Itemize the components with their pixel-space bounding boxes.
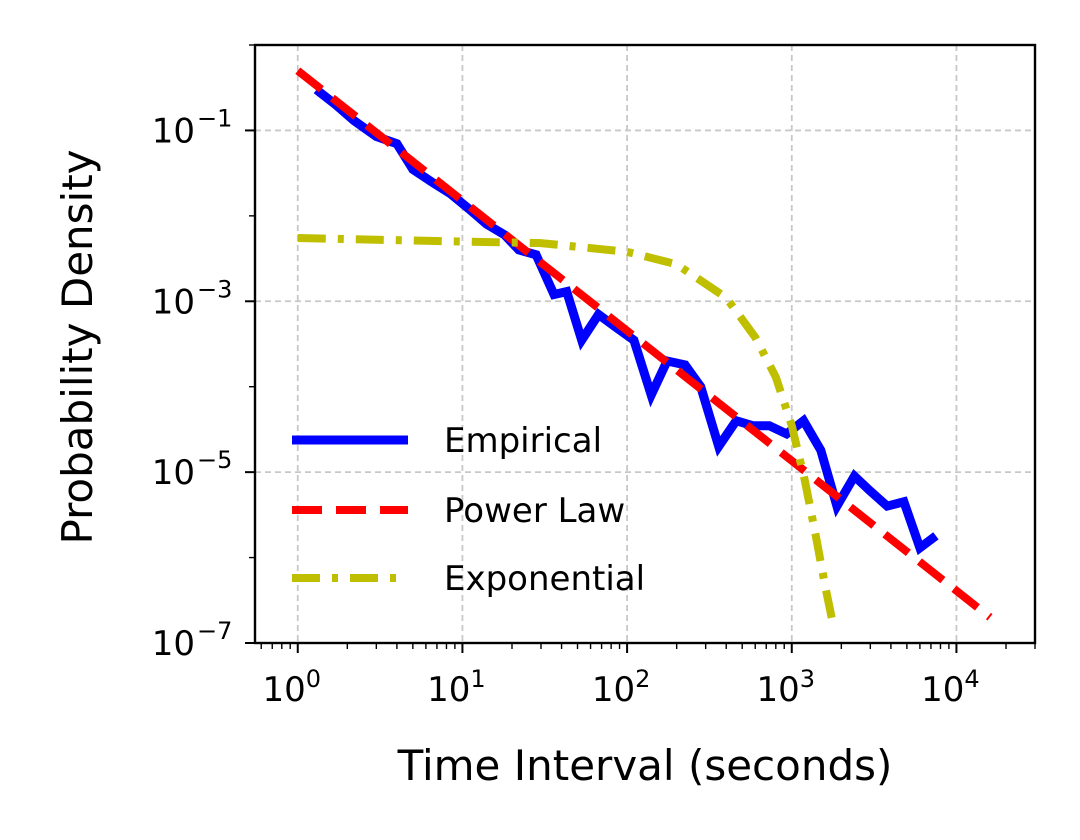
x-tick-base: 10 [262,670,305,710]
series-line-exponential [297,234,838,629]
y-tick-exponent: −3 [197,275,232,303]
x-tick-base: 10 [592,670,635,710]
x-tick-exponent: 0 [306,665,321,693]
y-tick-base: 10 [152,111,195,151]
legend-label-exponential: Exponential [444,559,645,599]
x-tick-exponent: 1 [470,665,485,693]
x-tick-exponent: 2 [635,665,650,693]
x-tick-label: 101 [427,665,486,710]
x-tick-base: 10 [921,670,964,710]
series-layer [295,67,993,629]
x-tick-exponent: 4 [964,665,979,693]
y-tick-exponent: −7 [197,617,232,645]
x-tick-exponent: 3 [800,665,815,693]
y-axis-title: Probability Density [53,149,102,544]
y-tick-base: 10 [152,282,195,322]
x-tick-base: 10 [427,670,470,710]
y-tick-exponent: −5 [197,446,232,474]
grid-layer [255,45,1035,643]
y-tick-exponent: −1 [197,104,232,132]
legend-label-power-law: Power Law [444,491,625,531]
y-tick-label: 10 [152,624,195,664]
legend-label-empirical: Empirical [444,421,602,461]
y-tick-base: 10 [152,453,195,493]
x-axis-title: Time Interval (seconds) [397,741,893,790]
x-tick-label: 103 [756,665,815,710]
y-tick-label: 10 [152,111,195,151]
y-tick-base: 10 [152,624,195,664]
x-tick-label: 100 [262,665,321,710]
x-tick-label: 104 [921,665,980,710]
x-tick-label: 102 [592,665,651,710]
legend: Empirical Power Law Exponential [292,421,645,599]
plot-frame [253,43,1037,645]
series-line-empirical [313,86,939,556]
y-tick-label: 10 [152,453,195,493]
y-tick-label: 10 [152,282,195,322]
x-tick-base: 10 [756,670,799,710]
series-line-power-law [295,67,993,621]
